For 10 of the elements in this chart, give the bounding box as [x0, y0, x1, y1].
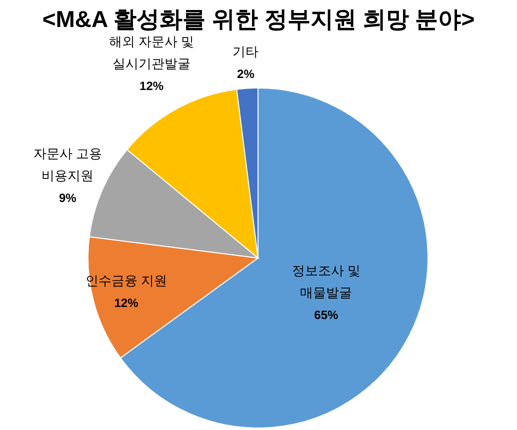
data-label: 12%	[138, 78, 165, 96]
data-label: 65%	[313, 306, 340, 324]
slice-label: 기타	[232, 42, 260, 61]
data-label: 12%	[113, 294, 140, 312]
title: <M&A 활성화를 위한 정부지원 희망 분야>	[41, 5, 476, 34]
data-label: 9%	[58, 190, 78, 207]
slice-label: 자문사 고용 비용지원	[32, 144, 103, 185]
slice-label: 해외 자문사 및 실시기관발굴	[108, 33, 196, 74]
data-label: 2%	[236, 66, 256, 83]
slice-label: 정보조사 및 매물발굴	[290, 262, 362, 302]
